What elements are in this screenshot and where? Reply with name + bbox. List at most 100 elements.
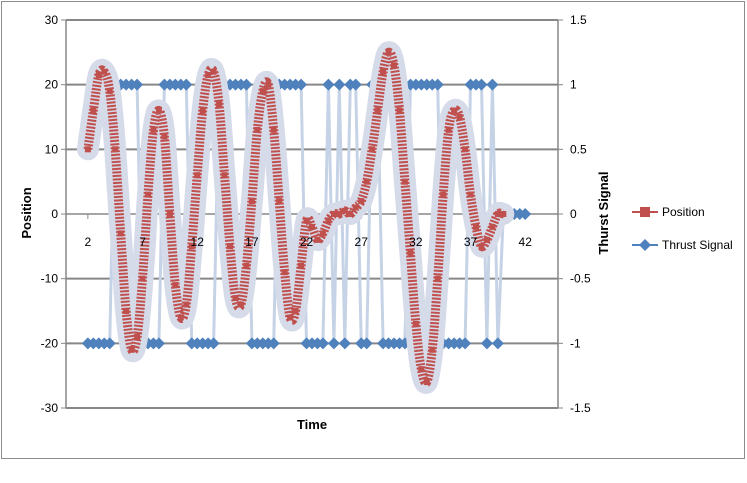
thrust-point — [103, 337, 116, 350]
y-tick-label: 10 — [45, 142, 59, 156]
position-point — [199, 107, 206, 114]
thrust-point — [267, 337, 280, 350]
thrust-point — [207, 337, 220, 350]
thrust-point — [491, 337, 504, 350]
thrust-point — [240, 78, 253, 91]
thrust-point — [131, 78, 144, 91]
position-point — [237, 301, 244, 308]
position-point — [232, 295, 239, 302]
position-point — [117, 230, 124, 237]
thrust-point — [327, 337, 340, 350]
position-point — [319, 230, 326, 237]
position-point — [254, 126, 261, 133]
position-point — [265, 81, 272, 88]
position-point — [385, 49, 392, 56]
thrust-point — [360, 337, 373, 350]
thrust-point — [152, 337, 165, 350]
position-point — [216, 101, 223, 108]
position-point — [391, 62, 397, 69]
position-point — [166, 211, 173, 217]
position-line — [83, 47, 505, 388]
position-point — [336, 211, 343, 217]
position-point — [429, 346, 436, 353]
legend-thrust-marker — [639, 239, 651, 251]
position-point — [84, 146, 91, 153]
position-point — [434, 275, 441, 282]
position-point — [205, 72, 212, 78]
position-series — [76, 41, 515, 394]
x-tick-label: 7 — [139, 235, 146, 249]
position-point — [473, 223, 479, 230]
position-point — [112, 146, 119, 153]
position-point — [423, 379, 430, 386]
position-point — [145, 191, 151, 198]
position-point — [210, 68, 217, 75]
thrust-point — [316, 337, 329, 350]
y-tick-label: 30 — [45, 13, 59, 27]
position-point — [500, 211, 507, 217]
thrust-point — [431, 78, 444, 91]
y-tick-label: -20 — [41, 336, 59, 350]
y-tick-label: -10 — [41, 272, 59, 286]
position-point — [494, 211, 501, 217]
position-point — [292, 308, 299, 314]
position-point — [221, 172, 228, 179]
x-tick-label: 2 — [85, 235, 92, 249]
position-point — [298, 262, 305, 269]
position-point — [106, 88, 113, 95]
x-tick-label: 22 — [300, 235, 314, 249]
thrust-point — [475, 78, 488, 91]
position-point — [314, 236, 321, 243]
y2-tick-label: -1 — [570, 336, 581, 350]
position-point — [330, 211, 337, 217]
position-point — [227, 243, 233, 250]
position-point — [95, 72, 102, 78]
position-point — [134, 333, 141, 340]
position-point — [401, 178, 408, 185]
legend-position-marker — [640, 207, 650, 217]
position-point — [101, 68, 108, 75]
position-point — [281, 269, 288, 276]
position-point — [347, 211, 354, 217]
position-point — [352, 204, 359, 211]
y-tick-label: 0 — [51, 207, 58, 221]
x-tick-label: 12 — [191, 235, 205, 249]
x-tick-label: 42 — [519, 235, 533, 249]
thrust-point — [333, 78, 346, 91]
position-point — [177, 314, 184, 321]
position-point — [150, 126, 157, 133]
position-point — [309, 223, 315, 230]
x-tick-label: 37 — [464, 235, 478, 249]
position-point — [396, 107, 403, 114]
position-point — [139, 275, 146, 282]
position-point — [188, 243, 195, 250]
position-point — [303, 217, 310, 224]
position-point — [341, 207, 348, 214]
position-point — [155, 107, 162, 114]
thrust-point — [349, 78, 362, 91]
position-point — [483, 236, 490, 243]
position-point — [259, 88, 266, 95]
thrust-point — [295, 78, 308, 91]
position-point — [183, 301, 190, 308]
x-axis-title: Time — [297, 417, 327, 432]
position-point — [374, 107, 381, 114]
y2-tick-label: 1 — [570, 78, 577, 92]
legend-position-label: Position — [662, 205, 705, 219]
position-point — [418, 366, 425, 373]
position-point — [243, 262, 250, 269]
thrust-point — [519, 208, 532, 220]
thrust-point — [338, 337, 351, 350]
y2-tick-label: 1.5 — [570, 13, 587, 27]
position-point — [270, 126, 277, 133]
thrust-point — [322, 78, 335, 91]
y2-tick-label: 0 — [570, 207, 577, 221]
thrust-point — [180, 78, 193, 91]
position-point — [467, 191, 474, 198]
position-point — [123, 308, 130, 314]
position-point — [172, 282, 179, 289]
y2-tick-label: -0.5 — [570, 272, 591, 286]
y-axis-title: Position — [19, 187, 34, 238]
